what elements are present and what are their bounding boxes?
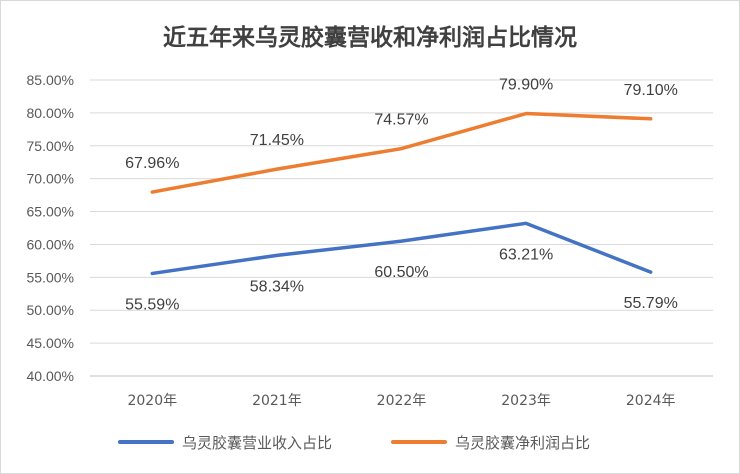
y-tick-label: 85.00% <box>27 72 74 88</box>
legend: 乌灵胶囊营业收入占比 乌灵胶囊净利润占比 <box>118 434 590 452</box>
y-tick-label: 65.00% <box>27 204 74 220</box>
x-tick-label: 2024年 <box>626 393 676 409</box>
x-tick-label: 2022年 <box>377 393 427 409</box>
gridlines <box>90 79 713 377</box>
legend-label: 乌灵胶囊营业收入占比 <box>182 434 332 452</box>
x-tick-label: 2023年 <box>501 393 551 409</box>
data-label: 71.45% <box>250 132 304 149</box>
data-label: 60.50% <box>374 264 428 281</box>
data-label: 79.10% <box>624 82 678 99</box>
y-tick-label: 40.00% <box>27 368 74 384</box>
data-label: 55.59% <box>125 296 179 313</box>
data-label: 79.90% <box>499 77 553 94</box>
y-axis-tick-labels: 40.00% 45.00% 50.00% 55.00% 60.00% 65.00% 70.0… <box>27 72 74 384</box>
data-label: 67.96% <box>125 155 179 172</box>
y-tick-label: 70.00% <box>27 171 74 187</box>
y-tick-label: 55.00% <box>27 269 74 285</box>
y-tick-label: 80.00% <box>27 105 74 121</box>
chart-title: 近五年来乌灵胶囊营收和净利润占比情况 <box>163 24 577 51</box>
y-tick-label: 60.00% <box>27 236 74 252</box>
x-tick-label: 2021年 <box>252 393 302 409</box>
y-tick-label: 45.00% <box>27 335 74 351</box>
data-label: 55.79% <box>624 295 678 312</box>
legend-label: 乌灵胶囊净利润占比 <box>455 434 590 452</box>
y-tick-label: 75.00% <box>27 138 74 154</box>
x-tick-label: 2020年 <box>127 393 177 409</box>
data-label: 58.34% <box>250 278 304 295</box>
y-tick-label: 50.00% <box>27 302 74 318</box>
data-labels: 55.59% 58.34% 60.50% 63.21% 55.79% 67.96% 71.4… <box>125 77 678 314</box>
data-label: 63.21% <box>499 246 553 263</box>
series-lines <box>150 111 653 276</box>
data-label: 74.57% <box>374 112 428 129</box>
x-axis-tick-labels: 2020年 2021年 2022年 2023年 2024年 <box>127 393 675 409</box>
